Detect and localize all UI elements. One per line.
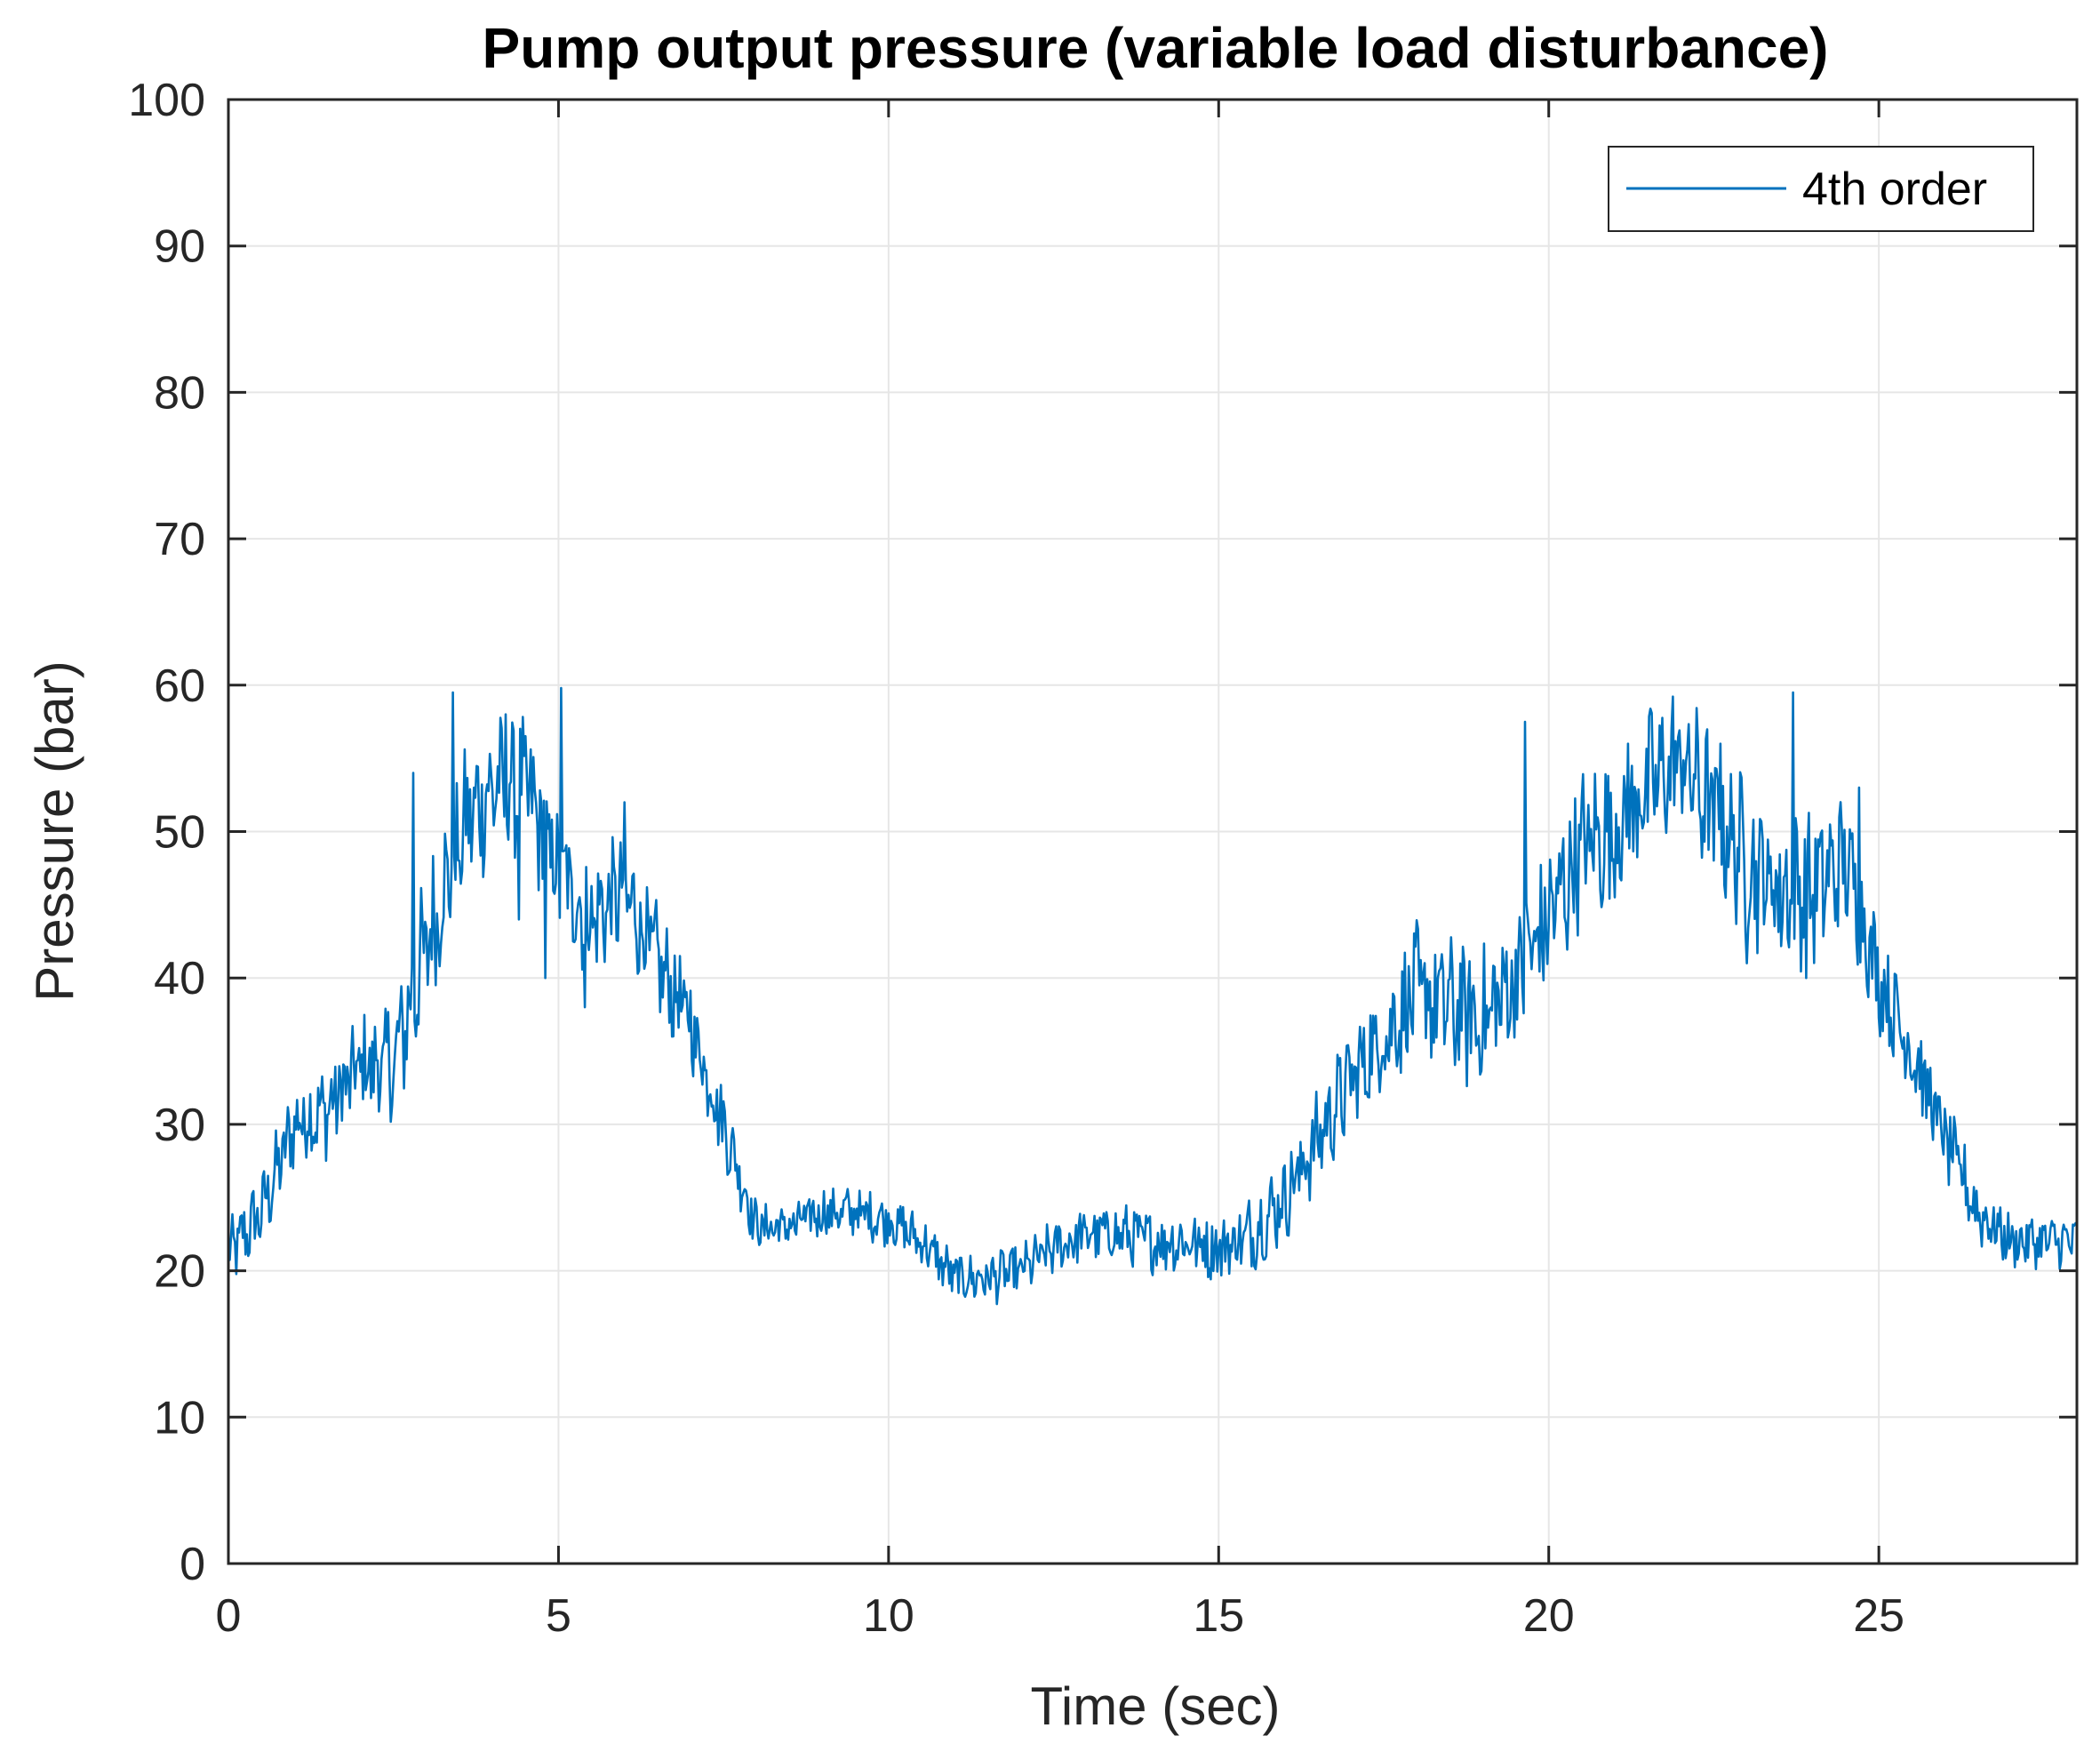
x-tick-label: 25 bbox=[1853, 1590, 1904, 1642]
series-layer bbox=[227, 686, 2078, 1306]
y-tick-label: 90 bbox=[154, 221, 205, 273]
x-tick-label: 5 bbox=[546, 1590, 571, 1642]
y-tick-label: 60 bbox=[154, 660, 205, 712]
y-tick-label: 70 bbox=[154, 514, 205, 565]
series-line-4th-order bbox=[227, 686, 2078, 1306]
y-tick-label: 40 bbox=[154, 953, 205, 1004]
x-tick-label: 15 bbox=[1193, 1590, 1244, 1642]
y-tick-label: 0 bbox=[180, 1539, 205, 1590]
x-tick-label: 10 bbox=[863, 1590, 914, 1642]
y-tick-label: 10 bbox=[154, 1392, 205, 1444]
y-tick-label: 30 bbox=[154, 1100, 205, 1151]
legend: 4th order bbox=[1608, 146, 2034, 232]
axis-ticks: 0 5 10 15 20 25 0 10 20 30 40 50 60 70 80 90 100 bbox=[128, 75, 2077, 1642]
y-tick-label: 50 bbox=[154, 807, 205, 859]
y-tick-label: 80 bbox=[154, 367, 205, 419]
chart-title: Pump output pressure (variable load dist… bbox=[483, 16, 1829, 80]
x-tick-label: 20 bbox=[1523, 1590, 1575, 1642]
y-tick-label: 100 bbox=[128, 75, 205, 126]
x-tick-label: 0 bbox=[216, 1590, 242, 1642]
legend-label: 4th order bbox=[1802, 164, 1987, 215]
y-tick-label: 20 bbox=[154, 1246, 205, 1298]
y-axis-label: Pressure (bar) bbox=[25, 660, 84, 1001]
x-axis-label: Time (sec) bbox=[1030, 1676, 1280, 1736]
